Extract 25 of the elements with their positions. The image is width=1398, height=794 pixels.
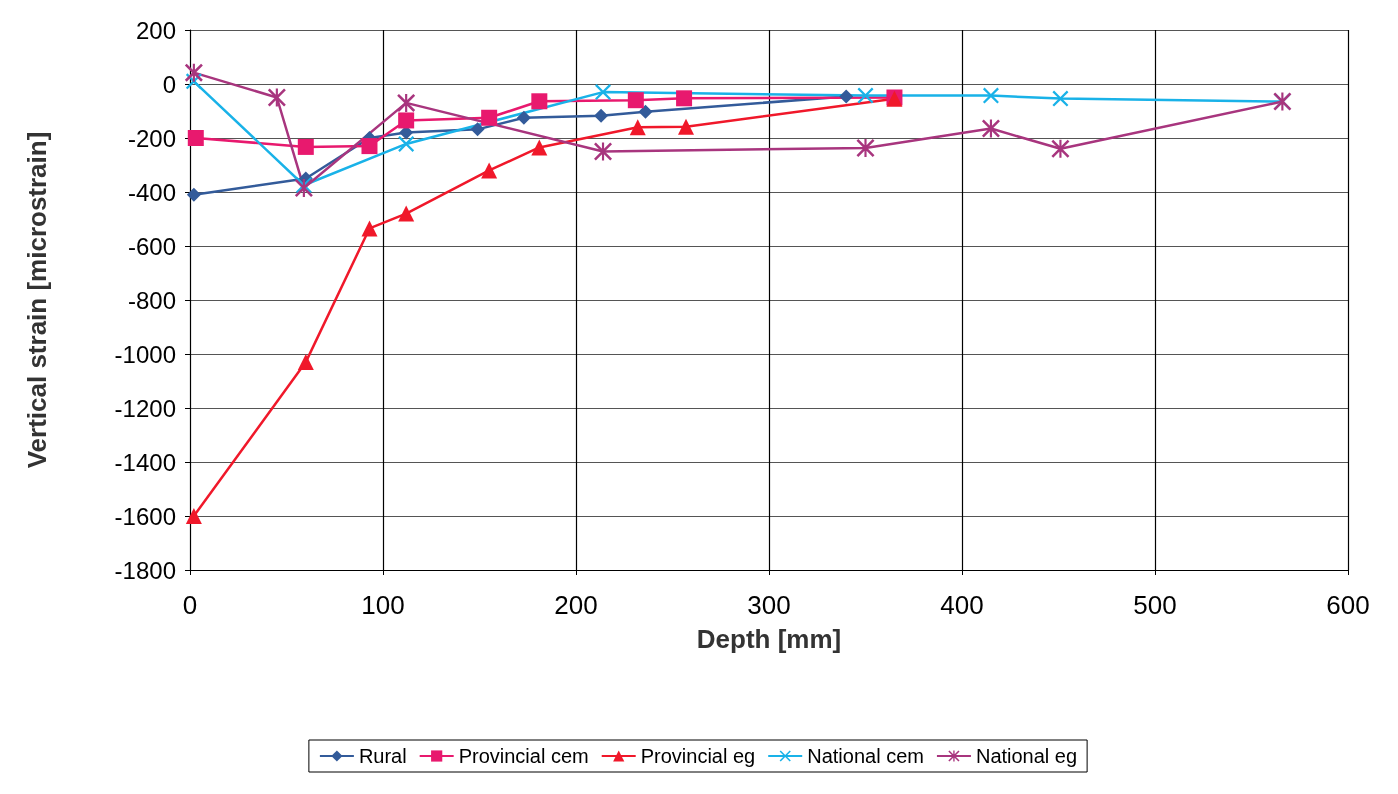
legend-label: Rural	[358, 745, 407, 767]
legend-label: National eg	[975, 745, 1078, 767]
y-tick-label: -800	[127, 286, 176, 314]
y-tick-label: 200	[135, 16, 176, 44]
x-tick-label: 400	[940, 590, 984, 620]
y-tick-label: -1600	[114, 502, 176, 530]
legend-label: Provincial eg	[640, 745, 756, 767]
y-tick-label: -1400	[114, 448, 176, 476]
y-tick-label: 0	[162, 70, 176, 98]
x-tick-label: 600	[1326, 590, 1370, 620]
x-tick-label: 300	[747, 590, 791, 620]
x-tick-label: 100	[361, 590, 405, 620]
x-axis-title: Depth [mm]	[696, 624, 842, 654]
y-tick-label: -200	[127, 124, 176, 152]
y-tick-label: -1000	[114, 340, 176, 368]
y-tick-label: -400	[127, 178, 176, 206]
legend-label: Provincial cem	[458, 745, 589, 767]
y-axis-title: Vertical strain [microstrain]	[22, 131, 52, 469]
y-tick-label: -1200	[114, 394, 176, 422]
x-tick-label: 200	[554, 590, 598, 620]
y-tick-label: -1800	[114, 556, 176, 584]
legend-label: National cem	[807, 745, 924, 767]
x-tick-label: 500	[1133, 590, 1177, 620]
y-tick-label: -600	[127, 232, 176, 260]
x-tick-label: 0	[182, 590, 198, 620]
